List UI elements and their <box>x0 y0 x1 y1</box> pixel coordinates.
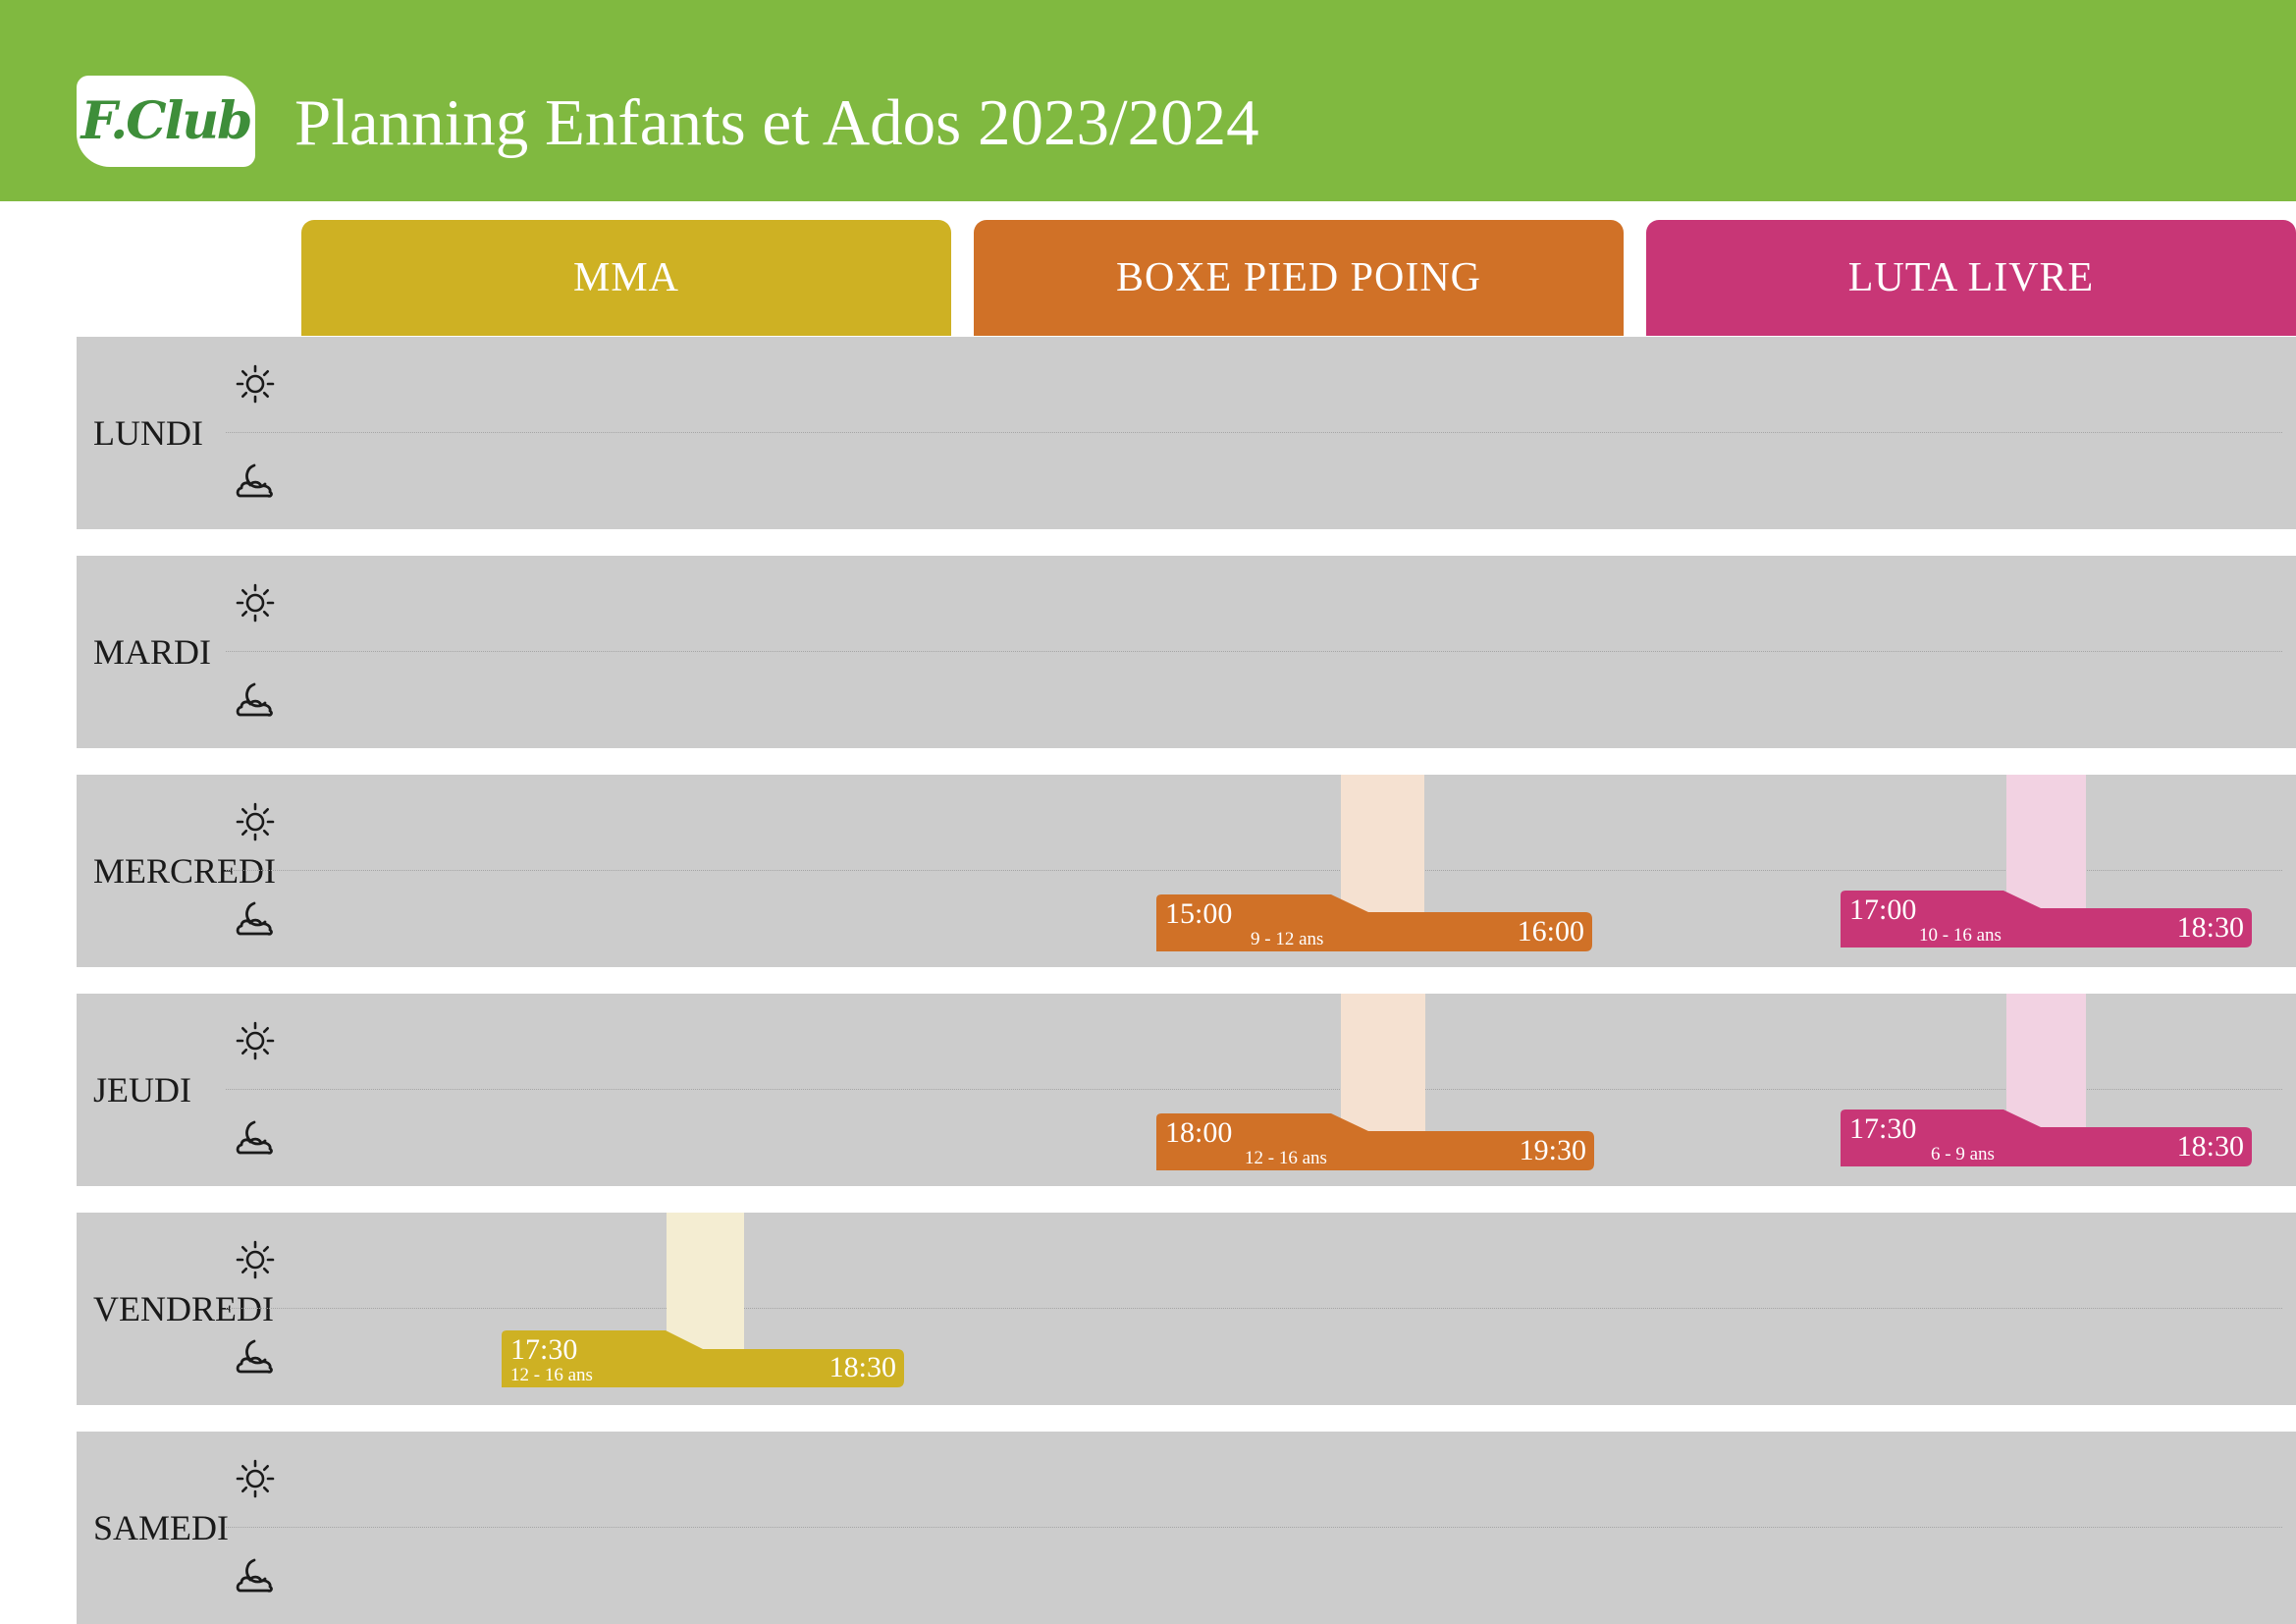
day-divider <box>226 651 2282 652</box>
sun-icon <box>235 801 276 842</box>
moon-cloud-icon <box>235 1116 276 1158</box>
day-row-mardi: MARDI <box>77 556 2296 748</box>
tab-mma-label: MMA <box>572 255 680 300</box>
day-divider <box>226 1089 2282 1090</box>
sun-icon <box>235 363 276 405</box>
day-label: MERCREDI <box>93 851 277 891</box>
moon-cloud-icon <box>235 897 276 939</box>
slot-age-range: 9 - 12 ans <box>1251 929 1324 949</box>
day-row-lundi: LUNDI <box>77 337 2296 529</box>
slot-end-time: 16:00 <box>1517 915 1584 947</box>
class-slot-mma[interactable]: 17:30 18:30 12 - 16 ans <box>502 1330 904 1387</box>
class-slot-luta-livre[interactable]: 17:30 18:30 6 - 9 ans <box>1841 1110 2252 1166</box>
logo-text: F.Club <box>80 91 252 151</box>
slot-stem <box>1341 994 1425 1133</box>
slot-start-time: 18:00 <box>1165 1116 1233 1149</box>
day-label: LUNDI <box>93 413 203 453</box>
tab-luta-livre[interactable]: LUTA LIVRE <box>1646 220 2296 336</box>
slot-age-range: 6 - 9 ans <box>1931 1144 1995 1164</box>
day-row-jeudi: JEUDI 18:00 19:30 12 - 16 ans 17:30 18:30 6 … <box>77 994 2296 1186</box>
page-header: F.Club Planning Enfants et Ados 2023/202… <box>0 0 2296 201</box>
moon-cloud-icon <box>235 1335 276 1377</box>
class-slot-boxe-pied-poing[interactable]: 18:00 19:30 12 - 16 ans <box>1156 1113 1594 1170</box>
slot-stem <box>1341 775 1424 914</box>
class-slot-boxe-pied-poing[interactable]: 15:00 16:00 9 - 12 ans <box>1156 894 1592 951</box>
day-label: MARDI <box>93 632 212 672</box>
slot-age-range: 12 - 16 ans <box>1245 1148 1327 1168</box>
slot-start-time: 17:30 <box>1849 1112 1917 1145</box>
tab-luta-livre-label: LUTA LIVRE <box>1847 255 2095 300</box>
sun-icon <box>235 1458 276 1499</box>
moon-cloud-icon <box>235 678 276 720</box>
slot-start-time: 17:00 <box>1849 893 1917 926</box>
slot-end-time: 18:30 <box>2176 1130 2244 1163</box>
tab-mma[interactable]: MMA <box>301 220 951 336</box>
moon-cloud-icon <box>235 460 276 501</box>
page-title: Planning Enfants et Ados 2023/2024 <box>294 86 1259 159</box>
day-label: SAMEDI <box>93 1508 230 1547</box>
slot-age-range: 10 - 16 ans <box>1919 925 2002 946</box>
moon-cloud-icon <box>235 1554 276 1596</box>
slot-end-time: 18:30 <box>2176 911 2244 944</box>
club-logo: F.Club <box>77 76 255 167</box>
day-label: VENDREDI <box>93 1289 274 1328</box>
tab-boxe-pied-poing[interactable]: BOXE PIED POING <box>974 220 1624 336</box>
day-divider <box>226 1527 2282 1528</box>
day-row-samedi: SAMEDI <box>77 1432 2296 1624</box>
tab-boxe-pied-poing-label: BOXE PIED POING <box>1116 255 1481 300</box>
day-row-mercredi: MERCREDI 15:00 16:00 9 - 12 ans 17:00 18:30… <box>77 775 2296 967</box>
day-divider <box>226 1308 2282 1309</box>
slot-stem <box>667 1213 744 1350</box>
day-divider <box>226 432 2282 433</box>
sun-icon <box>235 582 276 623</box>
slot-age-range: 12 - 16 ans <box>510 1365 593 1385</box>
slot-start-time: 15:00 <box>1165 897 1233 930</box>
sun-icon <box>235 1020 276 1061</box>
day-label: JEUDI <box>93 1070 191 1110</box>
day-divider <box>226 870 2282 871</box>
slot-start-time: 17:30 <box>510 1333 578 1366</box>
slot-stem <box>2006 775 2086 910</box>
slot-end-time: 18:30 <box>828 1351 896 1383</box>
slot-end-time: 19:30 <box>1519 1134 1586 1166</box>
class-slot-luta-livre[interactable]: 17:00 18:30 10 - 16 ans <box>1841 891 2252 947</box>
sun-icon <box>235 1239 276 1280</box>
slot-stem <box>2006 994 2086 1129</box>
day-row-vendredi: VENDREDI 17:30 18:30 12 - 16 ans <box>77 1213 2296 1405</box>
